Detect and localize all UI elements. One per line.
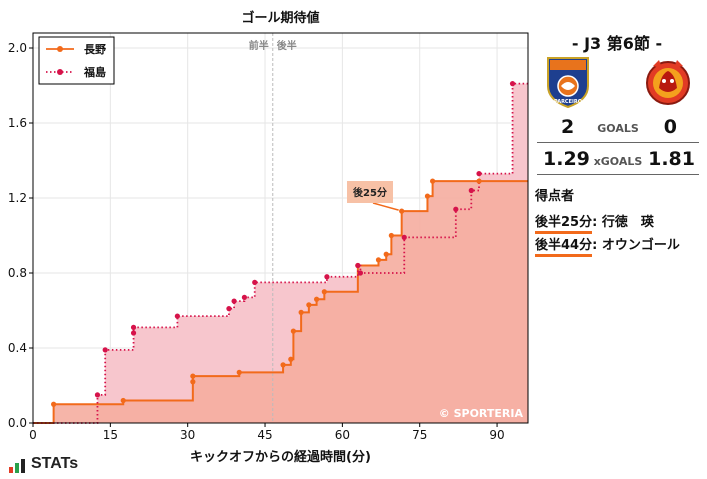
x-axis-label: キックオフからの経過時間(分) xyxy=(190,449,371,465)
goals-label: GOALS xyxy=(597,122,639,135)
first-half-label: 前半 xyxy=(249,39,269,52)
series-lines xyxy=(33,82,528,424)
plot-frame xyxy=(32,32,529,424)
series-markers xyxy=(51,81,516,407)
data-point-nagano xyxy=(388,232,394,239)
annotation-arrow xyxy=(372,202,399,211)
annotation: 後25分 xyxy=(347,181,399,211)
data-point-fukushima xyxy=(102,347,108,353)
data-point-fukushima xyxy=(401,234,407,240)
data-point-fukushima xyxy=(324,274,330,280)
data-point-fukushima xyxy=(476,171,482,177)
data-point-fukushima xyxy=(231,298,237,304)
x-tick-label: 60 xyxy=(335,428,350,442)
x-tick-label: 45 xyxy=(257,428,272,442)
match-title: - J3 第6節 - xyxy=(571,34,663,53)
data-point-fukushima xyxy=(357,270,364,276)
parceiro-crest-icon: PARCEIRO xyxy=(547,57,589,108)
scorer-time: 後半44分 xyxy=(535,238,593,257)
data-point-nagano xyxy=(51,401,57,407)
second-half-label: 後半 xyxy=(277,39,297,52)
data-point-fukushima xyxy=(94,392,101,398)
data-point-nagano xyxy=(120,397,126,404)
scorer-player: : オウンゴール xyxy=(592,238,680,253)
data-point-nagano xyxy=(190,379,196,385)
annotation-label: 後25分 xyxy=(353,186,387,199)
scorer-item: 後半25分: 行徳 瑛 xyxy=(535,211,654,234)
legend-label-fukushima: 福島 xyxy=(83,65,106,79)
xg-row: 1.29 xGOALS 1.81 xyxy=(537,148,699,175)
data-point-fukushima xyxy=(130,324,137,330)
home-xg: 1.29 xyxy=(543,148,590,170)
data-point-nagano xyxy=(476,178,482,184)
fukushima-united-crest-icon xyxy=(646,60,690,105)
data-point-fukushima xyxy=(241,294,248,300)
home-goals: 2 xyxy=(561,116,575,138)
y-tick-label: 1.6 xyxy=(8,116,27,130)
y-tick-label: 0.4 xyxy=(8,341,27,355)
scorers-heading: 得点者 xyxy=(535,189,575,204)
data-point-nagano xyxy=(280,362,286,368)
axis-ticks: 0 15 30 45 60 75 90 0.0 0.4 0.8 1.2 1.6 2.0 xyxy=(8,41,505,442)
area-nagano xyxy=(33,181,528,423)
data-point-fukushima xyxy=(252,279,258,285)
scorer-item: 後半44分: オウンゴール xyxy=(535,234,680,257)
data-point-fukushima xyxy=(355,262,361,269)
area-fills xyxy=(33,83,528,423)
data-point-nagano xyxy=(306,302,312,308)
y-tick-label: 0.0 xyxy=(8,416,27,430)
x-tick-label: 90 xyxy=(489,428,504,442)
watermark: © SPORTERIA xyxy=(439,407,524,420)
goals-row: 2 GOALS 0 xyxy=(537,116,699,143)
x-tick-label: 75 xyxy=(412,428,427,442)
data-point-fukushima xyxy=(453,206,459,212)
series-line-fukushima xyxy=(33,82,528,424)
x-tick-label: 30 xyxy=(180,428,195,442)
legend-box xyxy=(38,36,115,85)
data-point-nagano xyxy=(190,373,196,379)
data-point-nagano xyxy=(424,193,431,199)
annotation-box xyxy=(347,181,393,203)
y-tick-label: 2.0 xyxy=(8,41,27,55)
y-tick-label: 1.2 xyxy=(8,191,27,205)
legend: 長野 福島 xyxy=(38,36,115,85)
stats-logo-text: STATs xyxy=(31,455,79,472)
x-tick-label: 0 xyxy=(29,428,37,442)
away-goals: 0 xyxy=(663,116,677,138)
legend-marker-nagano xyxy=(57,46,63,52)
data-point-nagano xyxy=(430,178,436,184)
data-point-fukushima xyxy=(130,330,137,336)
data-point-nagano xyxy=(313,296,320,302)
data-point-nagano xyxy=(383,251,389,257)
data-point-nagano xyxy=(375,257,382,263)
parceiro-crest-text: PARCEIRO xyxy=(554,99,582,105)
stats-bars-icon xyxy=(9,459,25,473)
xg-label: xGOALS xyxy=(593,155,643,168)
data-point-fukushima xyxy=(226,306,232,312)
data-point-nagano xyxy=(290,328,296,334)
data-point-nagano xyxy=(288,356,294,362)
legend-marker-fukushima xyxy=(57,69,63,75)
data-point-fukushima xyxy=(468,187,474,194)
away-xg: 1.81 xyxy=(648,148,695,170)
data-point-fukushima xyxy=(174,313,180,319)
x-tick-label: 15 xyxy=(103,428,118,442)
legend-label-nagano: 長野 xyxy=(84,43,106,56)
y-tick-label: 0.8 xyxy=(8,266,27,280)
data-point-nagano xyxy=(298,309,304,315)
scorer-player: : 行徳 瑛 xyxy=(592,215,654,230)
data-point-nagano xyxy=(236,369,242,375)
data-point-fukushima xyxy=(509,81,516,87)
data-point-nagano xyxy=(399,208,405,214)
chart-title: ゴール期待値 xyxy=(241,10,319,26)
data-point-nagano xyxy=(321,289,327,295)
series-line-nagano xyxy=(33,180,528,424)
scorer-time: 後半25分 xyxy=(535,215,593,234)
